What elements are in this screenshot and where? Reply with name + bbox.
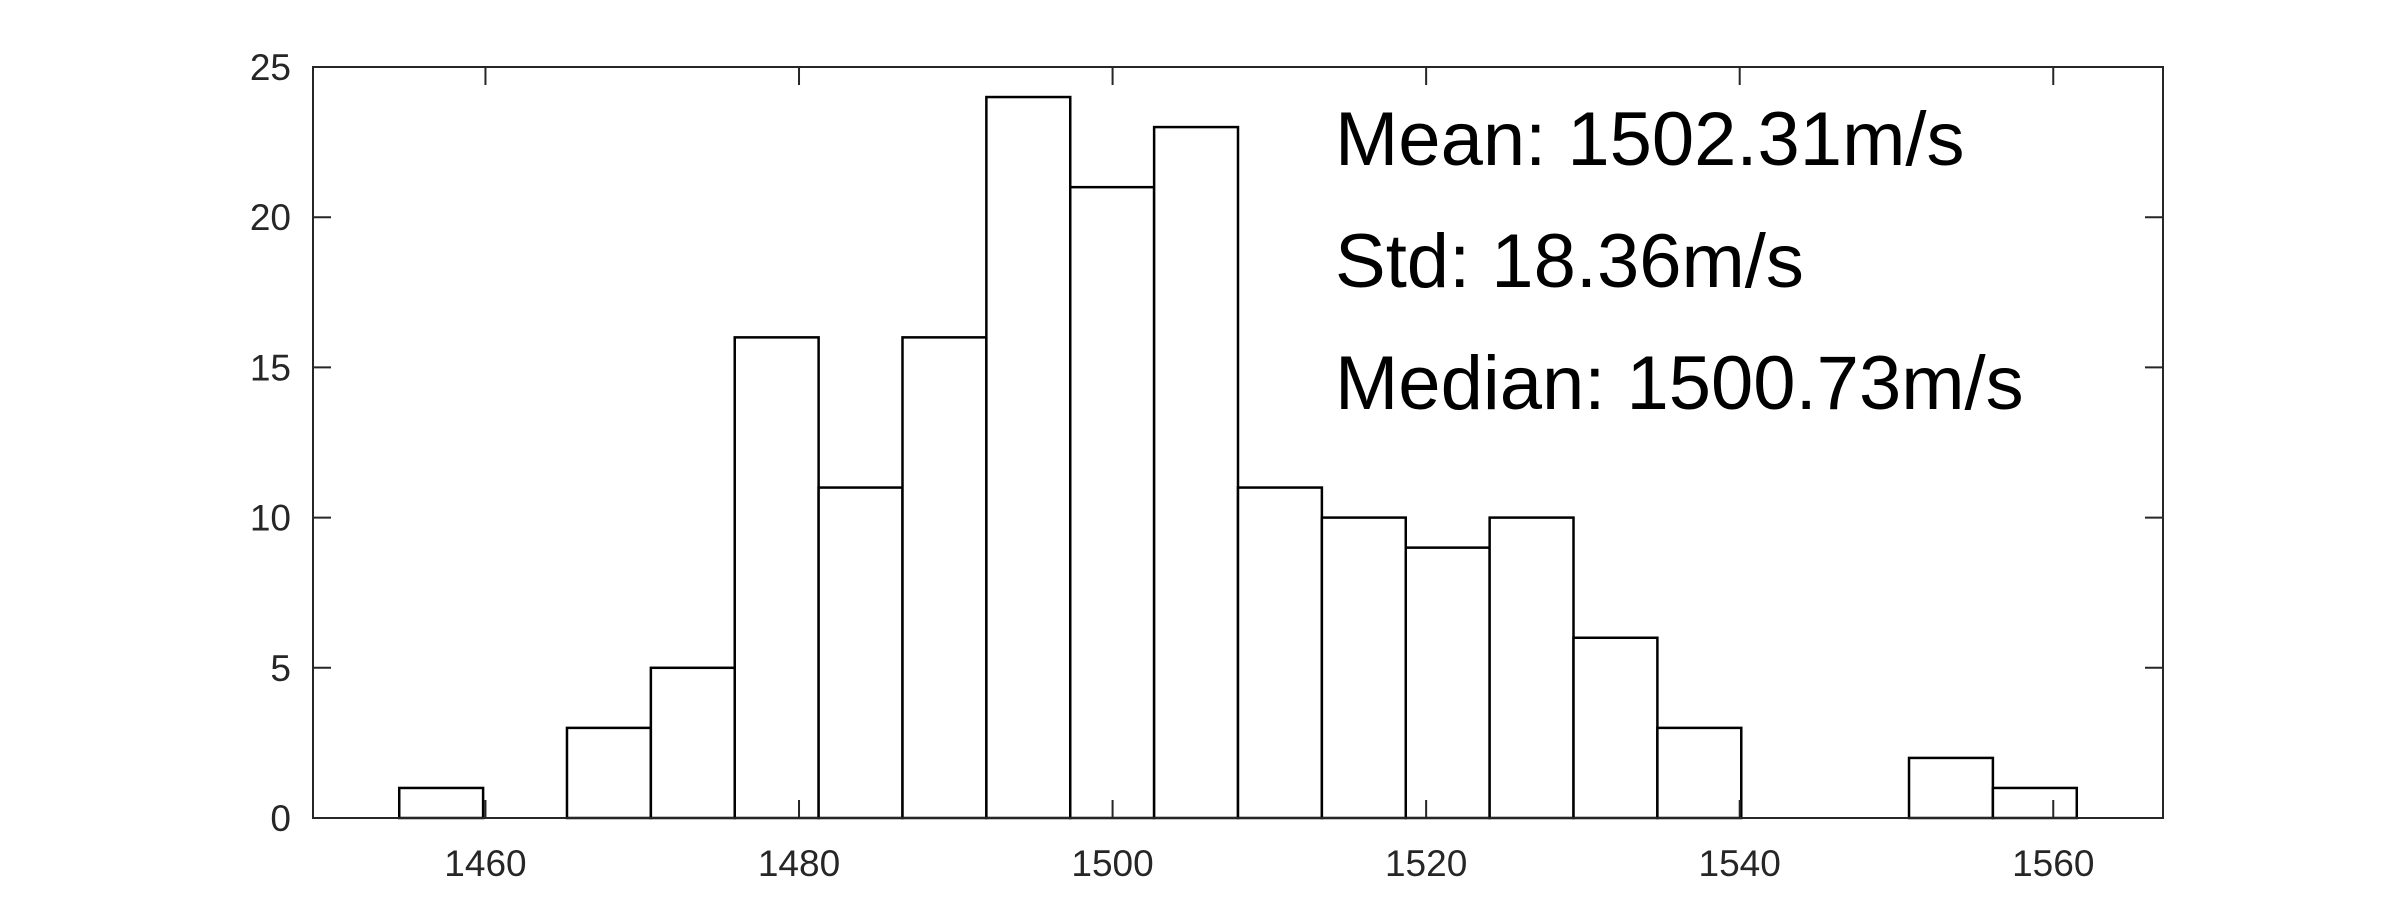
x-tick-label: 1540: [1699, 843, 1781, 884]
bar: [985, 95, 1072, 820]
axes-box: [312, 66, 2164, 819]
bar: [1068, 185, 1156, 820]
bar: [1488, 516, 1575, 820]
bar: [1152, 125, 1240, 820]
bar: [649, 666, 736, 820]
bar: [1656, 726, 1743, 820]
x-tick-label: 1480: [758, 843, 840, 884]
annotation: Std: 18.36m/s: [1335, 219, 1804, 304]
bar: [565, 726, 653, 820]
y-tick-label: 15: [250, 347, 291, 388]
bar: [1320, 516, 1408, 820]
x-tick-label: 1500: [1071, 843, 1153, 884]
bar: [1572, 636, 1659, 820]
bar: [817, 486, 904, 820]
y-tick-label: 5: [270, 648, 291, 689]
bar: [1991, 786, 2079, 820]
x-tick-label: 1560: [2012, 843, 2094, 884]
y-tick-label: 25: [250, 47, 291, 88]
annotation: Mean: 1502.31m/s: [1335, 97, 1965, 182]
bar: [1907, 756, 1995, 820]
x-tick-label: 1460: [444, 843, 526, 884]
y-tick-label: 10: [250, 498, 291, 539]
bar: [1404, 546, 1491, 820]
bar: [733, 336, 820, 820]
x-tick-label: 1520: [1385, 843, 1467, 884]
bar: [1236, 486, 1324, 820]
bar: [901, 336, 988, 820]
bar: [397, 786, 485, 820]
y-tick-label: 0: [270, 798, 291, 839]
annotation: Median: 1500.73m/s: [1335, 341, 2024, 426]
y-tick-label: 20: [250, 197, 291, 238]
